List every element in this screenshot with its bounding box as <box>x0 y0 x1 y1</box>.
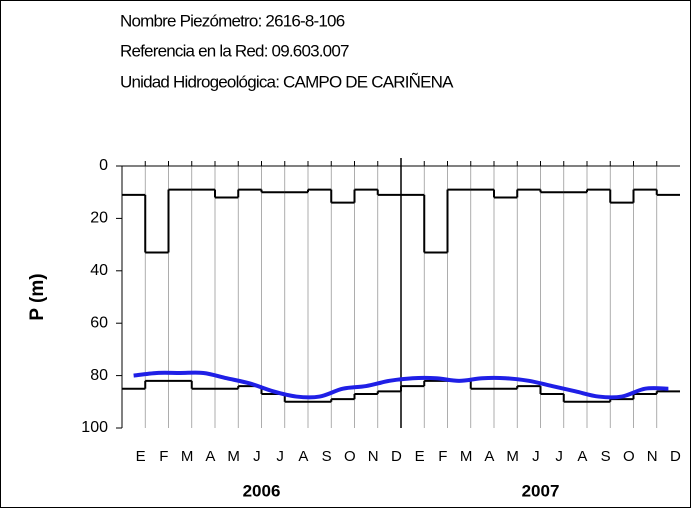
x-tick-label: E <box>415 448 425 465</box>
x-tick-label: N <box>368 448 379 465</box>
series-line <box>133 370 669 400</box>
x-tick-label: N <box>647 448 658 465</box>
x-tick-label: J <box>532 448 540 465</box>
x-tick-label: O <box>623 448 635 465</box>
x-tick-label: A <box>484 448 494 465</box>
x-tick-label: J <box>555 448 563 465</box>
x-tick-label: D <box>670 448 681 465</box>
x-tick-label: M <box>460 448 473 465</box>
x-tick-label: M <box>506 448 519 465</box>
x-tick-label: S <box>322 448 332 465</box>
header-line: Nombre Piezómetro: 2616-8-106 <box>120 11 345 30</box>
y-tick-label: 20 <box>90 210 108 227</box>
year-label: 2006 <box>243 481 281 500</box>
y-tick-label: 100 <box>81 419 108 436</box>
y-axis-label: P (m) <box>27 273 48 320</box>
x-tick-label: E <box>136 448 146 465</box>
year-label: 2007 <box>522 481 560 500</box>
x-tick-label: D <box>391 448 402 465</box>
header-line: Unidad Hidrogeológica: CAMPO DE CARIÑENA <box>120 72 454 91</box>
x-tick-label: S <box>601 448 611 465</box>
x-tick-label: J <box>276 448 284 465</box>
y-tick-label: 40 <box>90 262 108 279</box>
x-tick-label: M <box>181 448 194 465</box>
x-tick-label: J <box>253 448 261 465</box>
header-line: Referencia en la Red: 09.603.007 <box>120 41 349 60</box>
y-tick-label: 80 <box>90 367 108 384</box>
x-tick-label: A <box>577 448 587 465</box>
x-tick-label: O <box>344 448 356 465</box>
x-tick-label: A <box>205 448 215 465</box>
y-tick-label: 0 <box>99 157 108 174</box>
y-tick-label: 60 <box>90 314 108 331</box>
x-tick-label: A <box>298 448 308 465</box>
x-tick-label: F <box>159 448 168 465</box>
x-tick-label: F <box>438 448 447 465</box>
x-tick-label: M <box>227 448 240 465</box>
